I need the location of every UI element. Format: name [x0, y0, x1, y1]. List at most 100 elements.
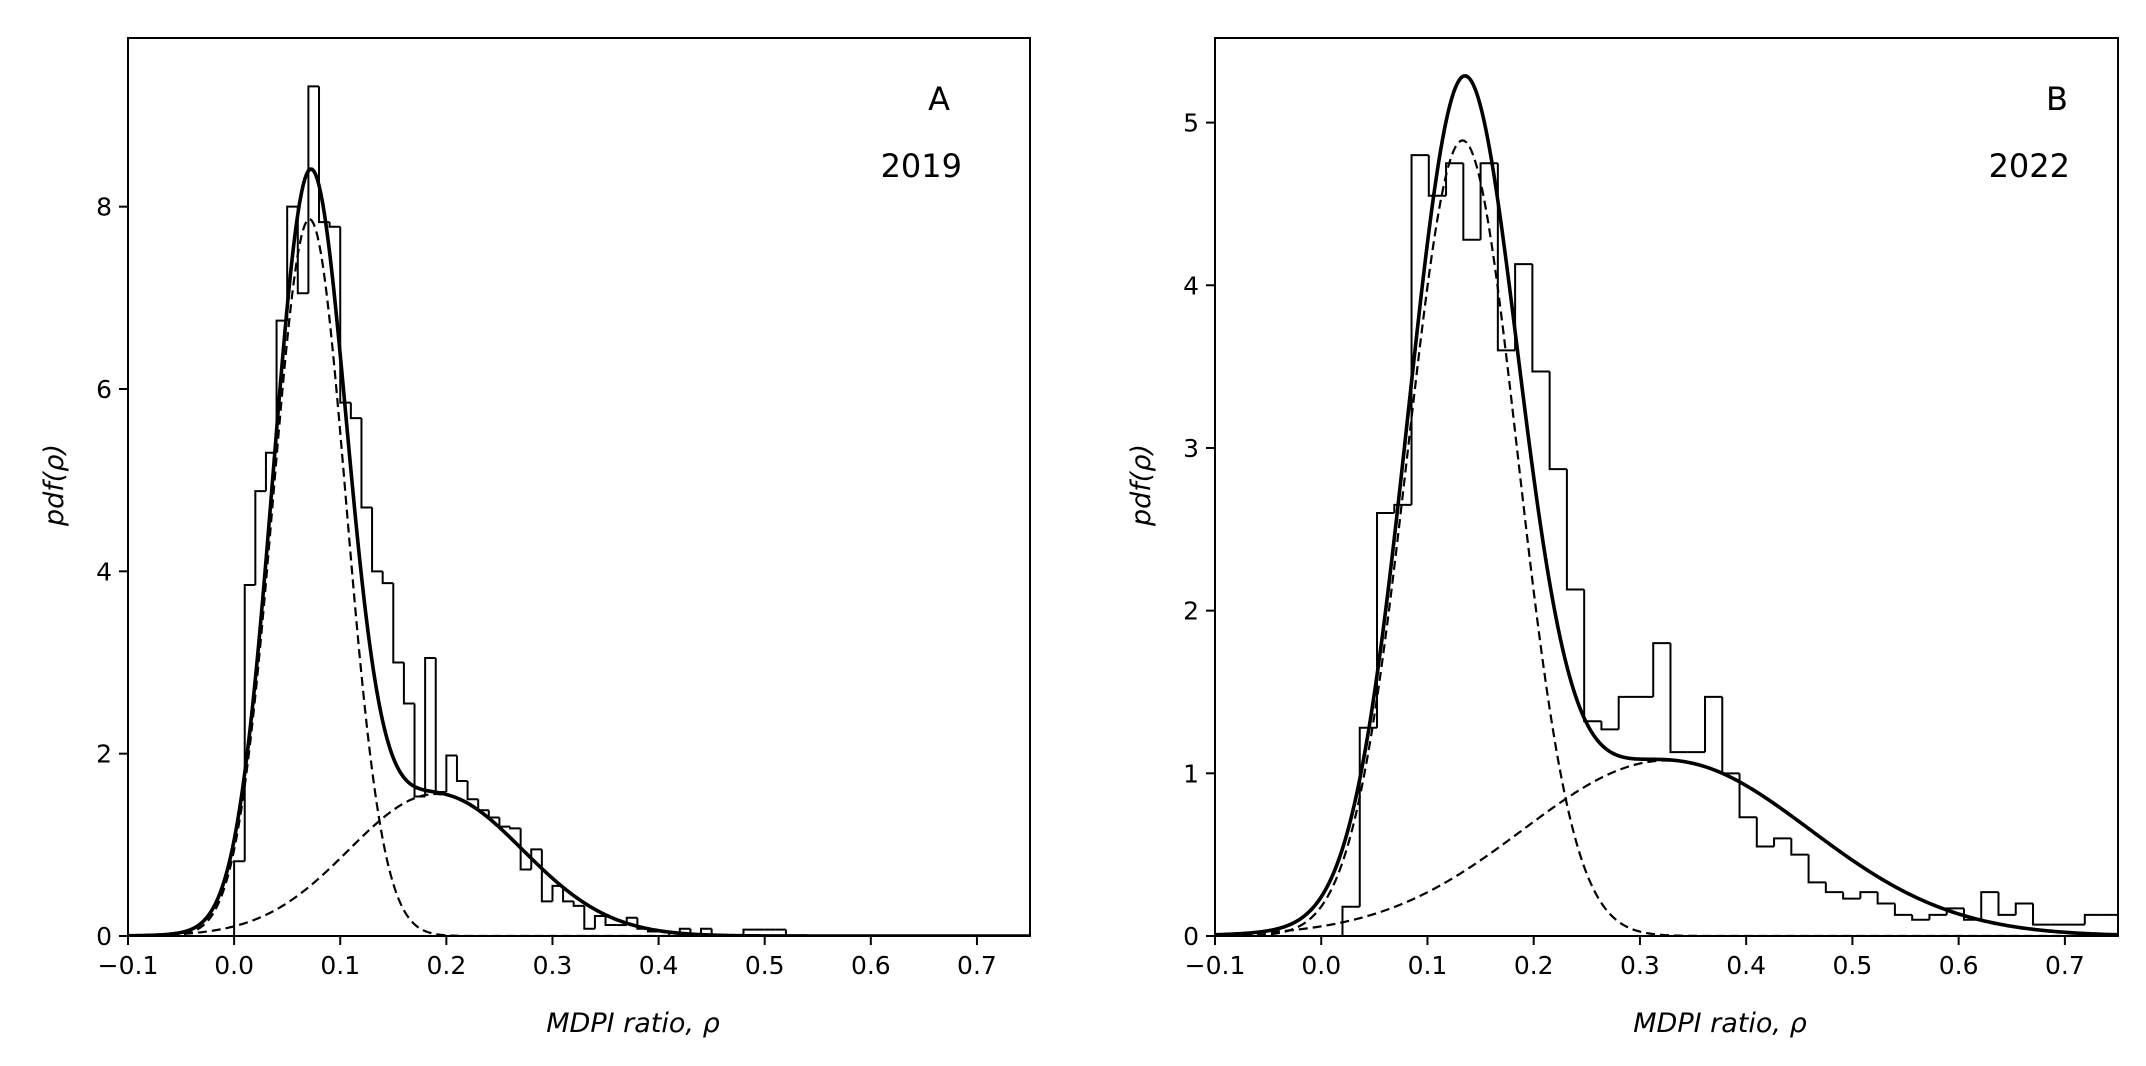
panel-a-axes-frame [127, 37, 1031, 937]
panel-a-x-axis-label: MDPI ratio, ρ [546, 1008, 719, 1039]
panel-b-hist-bin [1790, 838, 1809, 856]
panel-b-y-tick-label: 3 [1183, 434, 1199, 463]
panel-b-x-tick-label: 0.3 [1620, 951, 1660, 980]
panel-b-x-tick-label: 0.0 [1301, 951, 1341, 980]
panel-a-x-tick-label: 0.5 [745, 951, 785, 980]
panel-a-hist-bin [710, 928, 723, 936]
panel-a-hist-bin [381, 571, 394, 585]
panel-a-hist-bin [572, 901, 585, 907]
panel-b-hist-bin [1893, 903, 1913, 916]
panel-b-hist-bin [1669, 643, 1688, 754]
panel-a-mixture-fit-curve [128, 167, 1030, 936]
panel-b-hist-bin [1824, 882, 1844, 894]
panel-a-hist-bin [445, 754, 457, 792]
panel-a-hist-bin [477, 799, 489, 812]
panel-a-hist-bin [402, 662, 415, 705]
panel-b-hist-bin [1876, 892, 1895, 905]
panel-b-x-tick-label: 0.1 [1408, 951, 1448, 980]
panel-b-x-axis-label: MDPI ratio, ρ [1633, 1008, 1806, 1039]
panel-b-hist-bin [1997, 892, 2016, 916]
panel-a-hist-bin [328, 222, 341, 228]
panel-b-hist-bin [1548, 371, 1567, 471]
panel-a-hist-bin [371, 507, 383, 573]
panel-b-y-tick-label: 5 [1183, 109, 1199, 138]
panel-a-hist-bin [413, 703, 426, 798]
panel-a-hist-bin [296, 206, 309, 295]
panel-a-hist-bin [339, 226, 351, 404]
panel-b-x-tick-label: −0.1 [1185, 951, 1246, 980]
panel-a-y-tick-label: 0 [96, 922, 112, 951]
panel-a-hist-bin [434, 657, 447, 793]
panel-b-hist-bin [1445, 162, 1464, 196]
panel-b-x-tick-label: 0.2 [1514, 951, 1554, 980]
panel-a-y-tick-label: 2 [96, 740, 112, 769]
panel-b-y-tick-label: 1 [1183, 759, 1199, 788]
panel-b-hist-bin [1410, 154, 1429, 505]
panel-a-hist-bin [254, 490, 266, 586]
panel-b-hist-bin [1583, 589, 1602, 723]
panel-b-y-axis-label: pdf(ρ) [1126, 444, 1157, 527]
panel-a-hist-bin [233, 860, 245, 936]
panel-a-hist-bin [349, 402, 362, 420]
panel-a-hist-bin [519, 828, 532, 871]
panel-b-y-tick-label: 4 [1183, 271, 1199, 300]
panel-b-hist-bin [2032, 903, 2051, 926]
panel-a-x-tick-label: 0.4 [639, 951, 679, 980]
panel-b-hist-bin [1462, 163, 1481, 241]
panel-b-component-2-curve [1215, 759, 2118, 936]
panel-a-hist-bin [487, 810, 500, 819]
panel-a-hist-bin [509, 826, 521, 830]
panel-b-x-tick-label: 0.4 [1726, 951, 1766, 980]
panel-a-plot: −0.1 0.0 0.1 0.2 0.3 0.4 0.5 0.6 0.7 0 2 4 6 8 [96, 37, 1031, 980]
panel-a-component-2-curve [128, 792, 1030, 936]
panel-a-hist-bin [360, 418, 373, 509]
panel-b-hist-bin [1600, 721, 1619, 731]
panel-a-hist-bin [392, 583, 404, 664]
panel-b-hist-bin [1617, 695, 1636, 730]
panel-a-hist-bin [466, 781, 479, 801]
panel-b-hist-bin [1496, 163, 1516, 352]
panel-a-y-axis-label: pdf(ρ) [39, 444, 70, 527]
panel-a-hist-bin [455, 755, 468, 783]
panel-a-x-tick-label: 0.0 [214, 951, 254, 980]
panel-b-year: 2022 [1989, 147, 2070, 185]
panel-a-y-tick-label: 6 [96, 375, 112, 404]
panel-b-hist-bin [1376, 512, 1395, 728]
panel-b-hist-bin [2137, 920, 2146, 925]
panel-b-hist-bin [1514, 263, 1533, 351]
panel-a-hist-bin [604, 915, 617, 927]
panel-b-hist-bin [1393, 503, 1412, 514]
panel-b-axes-frame [1214, 37, 2119, 937]
panel-b-hist-bin [1565, 469, 1585, 591]
panel-a-hist-bin [424, 656, 436, 797]
panel-a-hist-bin [742, 928, 755, 936]
panel-b-hist-bin [1842, 892, 1861, 900]
panel-b-hist-bin [1531, 264, 1550, 373]
panel-b-x-tick-label: 0.5 [1833, 951, 1873, 980]
panel-b-hist-bin [1911, 914, 1930, 921]
panel-a-hist-bin [593, 914, 606, 929]
panel-b-hist-bin [1738, 773, 1757, 819]
panel-a: −0.1 0.0 0.1 0.2 0.3 0.4 0.5 0.6 0.7 0 2 4 6 8 A 2019… [39, 37, 1031, 1039]
panel-a-data [128, 85, 1030, 936]
panel-a-hist-bin [689, 928, 702, 936]
panel-a-x-tick-label: 0.3 [533, 951, 573, 980]
panel-b-hist-bin [1358, 726, 1378, 907]
panel-a-y-tick-label: 8 [96, 193, 112, 222]
panel-a-hist-bin [562, 885, 574, 903]
panel-b-hist-bin [1755, 817, 1775, 848]
panel-a-component-1-curve [128, 218, 1030, 936]
panel-a-x-tick-label: −0.1 [98, 951, 159, 980]
panel-a-hist-bin [583, 905, 595, 930]
panel-b-hist-bin [1721, 696, 1740, 775]
panel-a-hist-bin [498, 817, 511, 828]
panel-b-hist-bin [1704, 695, 1723, 753]
panel-b: −0.1 0.0 0.1 0.2 0.3 0.4 0.5 0.6 0.7 0 1 2 3 4 5 B 202… [1126, 37, 2146, 1039]
panel-b-hist-bin [1928, 913, 1947, 920]
panel-b-hist-bin [1652, 642, 1671, 697]
panel-a-year: 2019 [881, 147, 962, 185]
panel-a-x-tick-label: 0.2 [426, 951, 466, 980]
panel-b-hist-bin [1807, 854, 1826, 884]
panel-b-hist-bin [1980, 891, 1999, 920]
